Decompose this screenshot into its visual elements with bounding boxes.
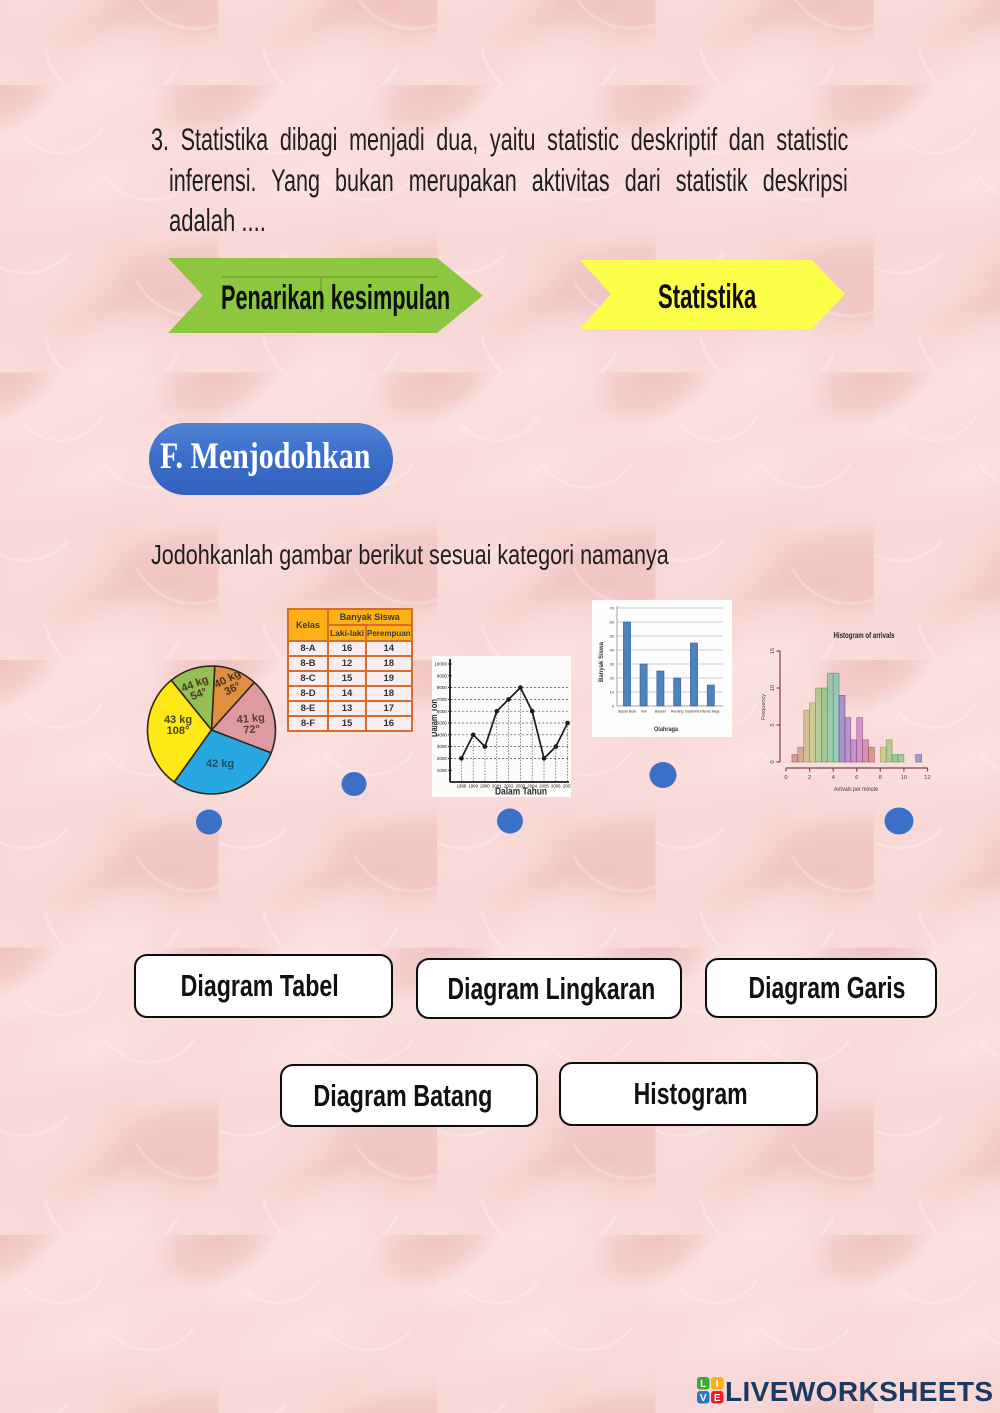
- svg-text:6: 6: [855, 775, 858, 781]
- svg-text:Dalam Tahun: Dalam Tahun: [495, 787, 547, 798]
- svg-text:Sepak Bola: Sepak Bola: [618, 710, 636, 714]
- svg-text:2001: 2001: [492, 784, 502, 789]
- svg-text:12: 12: [924, 775, 930, 781]
- svg-text:1000: 1000: [437, 768, 448, 773]
- svg-text:30: 30: [610, 661, 615, 666]
- svg-text:2000: 2000: [480, 784, 490, 789]
- svg-text:2004: 2004: [527, 784, 537, 789]
- svg-text:Renang: Renang: [671, 710, 684, 714]
- svg-text:Histogram of arrivals: Histogram of arrivals: [834, 631, 895, 640]
- svg-text:60: 60: [610, 619, 615, 624]
- svg-text:2: 2: [808, 775, 811, 781]
- svg-text:54°: 54°: [189, 686, 209, 703]
- svg-text:2002: 2002: [504, 784, 514, 789]
- svg-text:42 kg: 42 kg: [206, 758, 234, 770]
- svg-text:10: 10: [770, 685, 776, 691]
- svg-text:10: 10: [610, 689, 615, 694]
- svg-text:40: 40: [610, 647, 615, 652]
- svg-text:43 kg: 43 kg: [164, 714, 192, 726]
- svg-text:8000: 8000: [437, 685, 448, 690]
- svg-text:0: 0: [770, 760, 776, 763]
- svg-text:70: 70: [610, 605, 615, 610]
- svg-text:41 kg: 41 kg: [236, 712, 265, 726]
- svg-text:Banyak Siswa: Banyak Siswa: [599, 641, 605, 682]
- svg-text:V: V: [700, 1393, 707, 1404]
- svg-text:5000: 5000: [437, 721, 448, 726]
- svg-text:E: E: [714, 1393, 721, 1404]
- svg-text:6000: 6000: [437, 709, 448, 714]
- svg-text:4: 4: [832, 775, 836, 781]
- svg-text:2006: 2006: [551, 784, 561, 789]
- svg-text:3000: 3000: [437, 744, 448, 749]
- svg-text:Tenis Meja: Tenis Meja: [702, 710, 719, 714]
- svg-text:8: 8: [879, 775, 882, 781]
- svg-text:2003: 2003: [516, 784, 526, 789]
- svg-text:0: 0: [612, 703, 615, 708]
- svg-text:15: 15: [770, 648, 776, 654]
- svg-text:Olahraga: Olahraga: [654, 726, 678, 733]
- svg-text:1999: 1999: [468, 784, 478, 789]
- svg-text:9000: 9000: [437, 673, 448, 678]
- svg-text:5: 5: [770, 723, 776, 726]
- svg-text:7000: 7000: [437, 697, 448, 702]
- svg-text:Arrivals per minute: Arrivals per minute: [834, 787, 879, 793]
- svg-text:10: 10: [901, 775, 907, 781]
- svg-text:Dalam Ton: Dalam Ton: [432, 699, 439, 737]
- svg-text:72°: 72°: [243, 723, 261, 736]
- svg-text:20: 20: [610, 675, 615, 680]
- svg-text:L: L: [700, 1379, 706, 1390]
- svg-text:2007: 2007: [563, 784, 571, 789]
- svg-text:50: 50: [610, 633, 615, 638]
- svg-text:2000: 2000: [437, 756, 448, 761]
- svg-text:Basket: Basket: [655, 710, 666, 714]
- svg-text:1998: 1998: [457, 784, 467, 789]
- svg-text:0: 0: [784, 775, 787, 781]
- svg-text:I: I: [716, 1379, 719, 1390]
- svg-text:Voli: Voli: [641, 710, 647, 714]
- svg-text:108°: 108°: [167, 725, 190, 737]
- svg-text:4000: 4000: [437, 732, 448, 737]
- svg-text:Frequency: Frequency: [761, 694, 767, 720]
- svg-text:2005: 2005: [539, 784, 549, 789]
- svg-text:Badminton: Badminton: [685, 710, 702, 714]
- svg-text:10000: 10000: [434, 662, 447, 667]
